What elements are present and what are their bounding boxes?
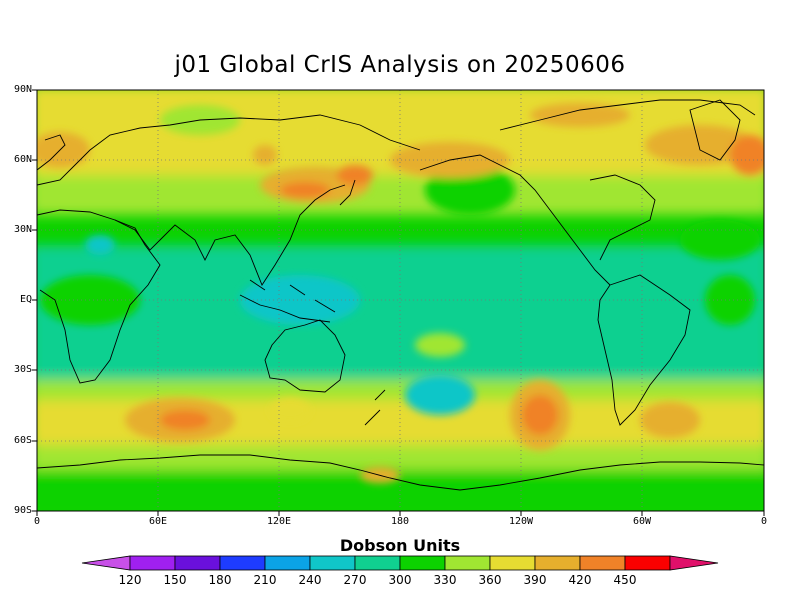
colorbar-tick-label: 450 <box>613 573 637 587</box>
colorbar-segment <box>129 555 176 571</box>
lon-label-60e: 60E <box>148 516 168 527</box>
lon-label-60w: 60W <box>632 516 652 527</box>
lat-label-30n: 30N <box>13 224 32 235</box>
lon-label-0-right: 0 <box>760 516 768 527</box>
colorbar-tick-label: 330 <box>433 573 457 587</box>
lon-label-120e: 120E <box>266 516 292 527</box>
colorbar-segment <box>579 555 626 571</box>
lat-label-eq: EQ <box>19 294 32 305</box>
coastlines <box>37 99 764 491</box>
colorbar <box>81 555 719 571</box>
colorbar-segment <box>534 555 581 571</box>
ozone-field <box>37 90 764 511</box>
colorbar-high-extension <box>669 555 719 571</box>
colorbar-segment <box>444 555 491 571</box>
colorbar-segment <box>489 555 536 571</box>
lat-label-90s: 90S <box>13 505 32 516</box>
colorbar-segment <box>399 555 446 571</box>
colorbar-title: Dobson Units <box>339 536 461 555</box>
colorbar-tick-label: 390 <box>523 573 547 587</box>
colorbar-tick-label: 360 <box>478 573 502 587</box>
colorbar-tick-label: 150 <box>163 573 187 587</box>
colorbar-tick-label: 210 <box>253 573 277 587</box>
colorbar-segment <box>624 555 671 571</box>
axis-ticks <box>32 89 765 516</box>
colorbar-segment <box>354 555 401 571</box>
colorbar-tick-label: 420 <box>568 573 592 587</box>
colorbar-segment <box>264 555 311 571</box>
colorbar-segment <box>219 555 266 571</box>
lat-label-60s: 60S <box>13 435 32 446</box>
colorbar-tick-label: 180 <box>208 573 232 587</box>
lat-label-60n: 60N <box>13 154 32 165</box>
lon-label-0-left: 0 <box>33 516 41 527</box>
page-title: j01 Global CrIS Analysis on 20250606 <box>174 52 626 78</box>
lon-label-120w: 120W <box>508 516 534 527</box>
lon-label-180: 180 <box>390 516 410 527</box>
colorbar-segment <box>309 555 356 571</box>
colorbar-segment <box>174 555 221 571</box>
colorbar-tick-label: 300 <box>388 573 412 587</box>
lat-label-30s: 30S <box>13 364 32 375</box>
colorbar-tick-label: 120 <box>118 573 142 587</box>
lat-label-90n: 90N <box>13 84 32 95</box>
colorbar-tick-label: 270 <box>343 573 367 587</box>
colorbar-tick-label: 240 <box>298 573 322 587</box>
colorbar-low-extension <box>81 555 131 571</box>
